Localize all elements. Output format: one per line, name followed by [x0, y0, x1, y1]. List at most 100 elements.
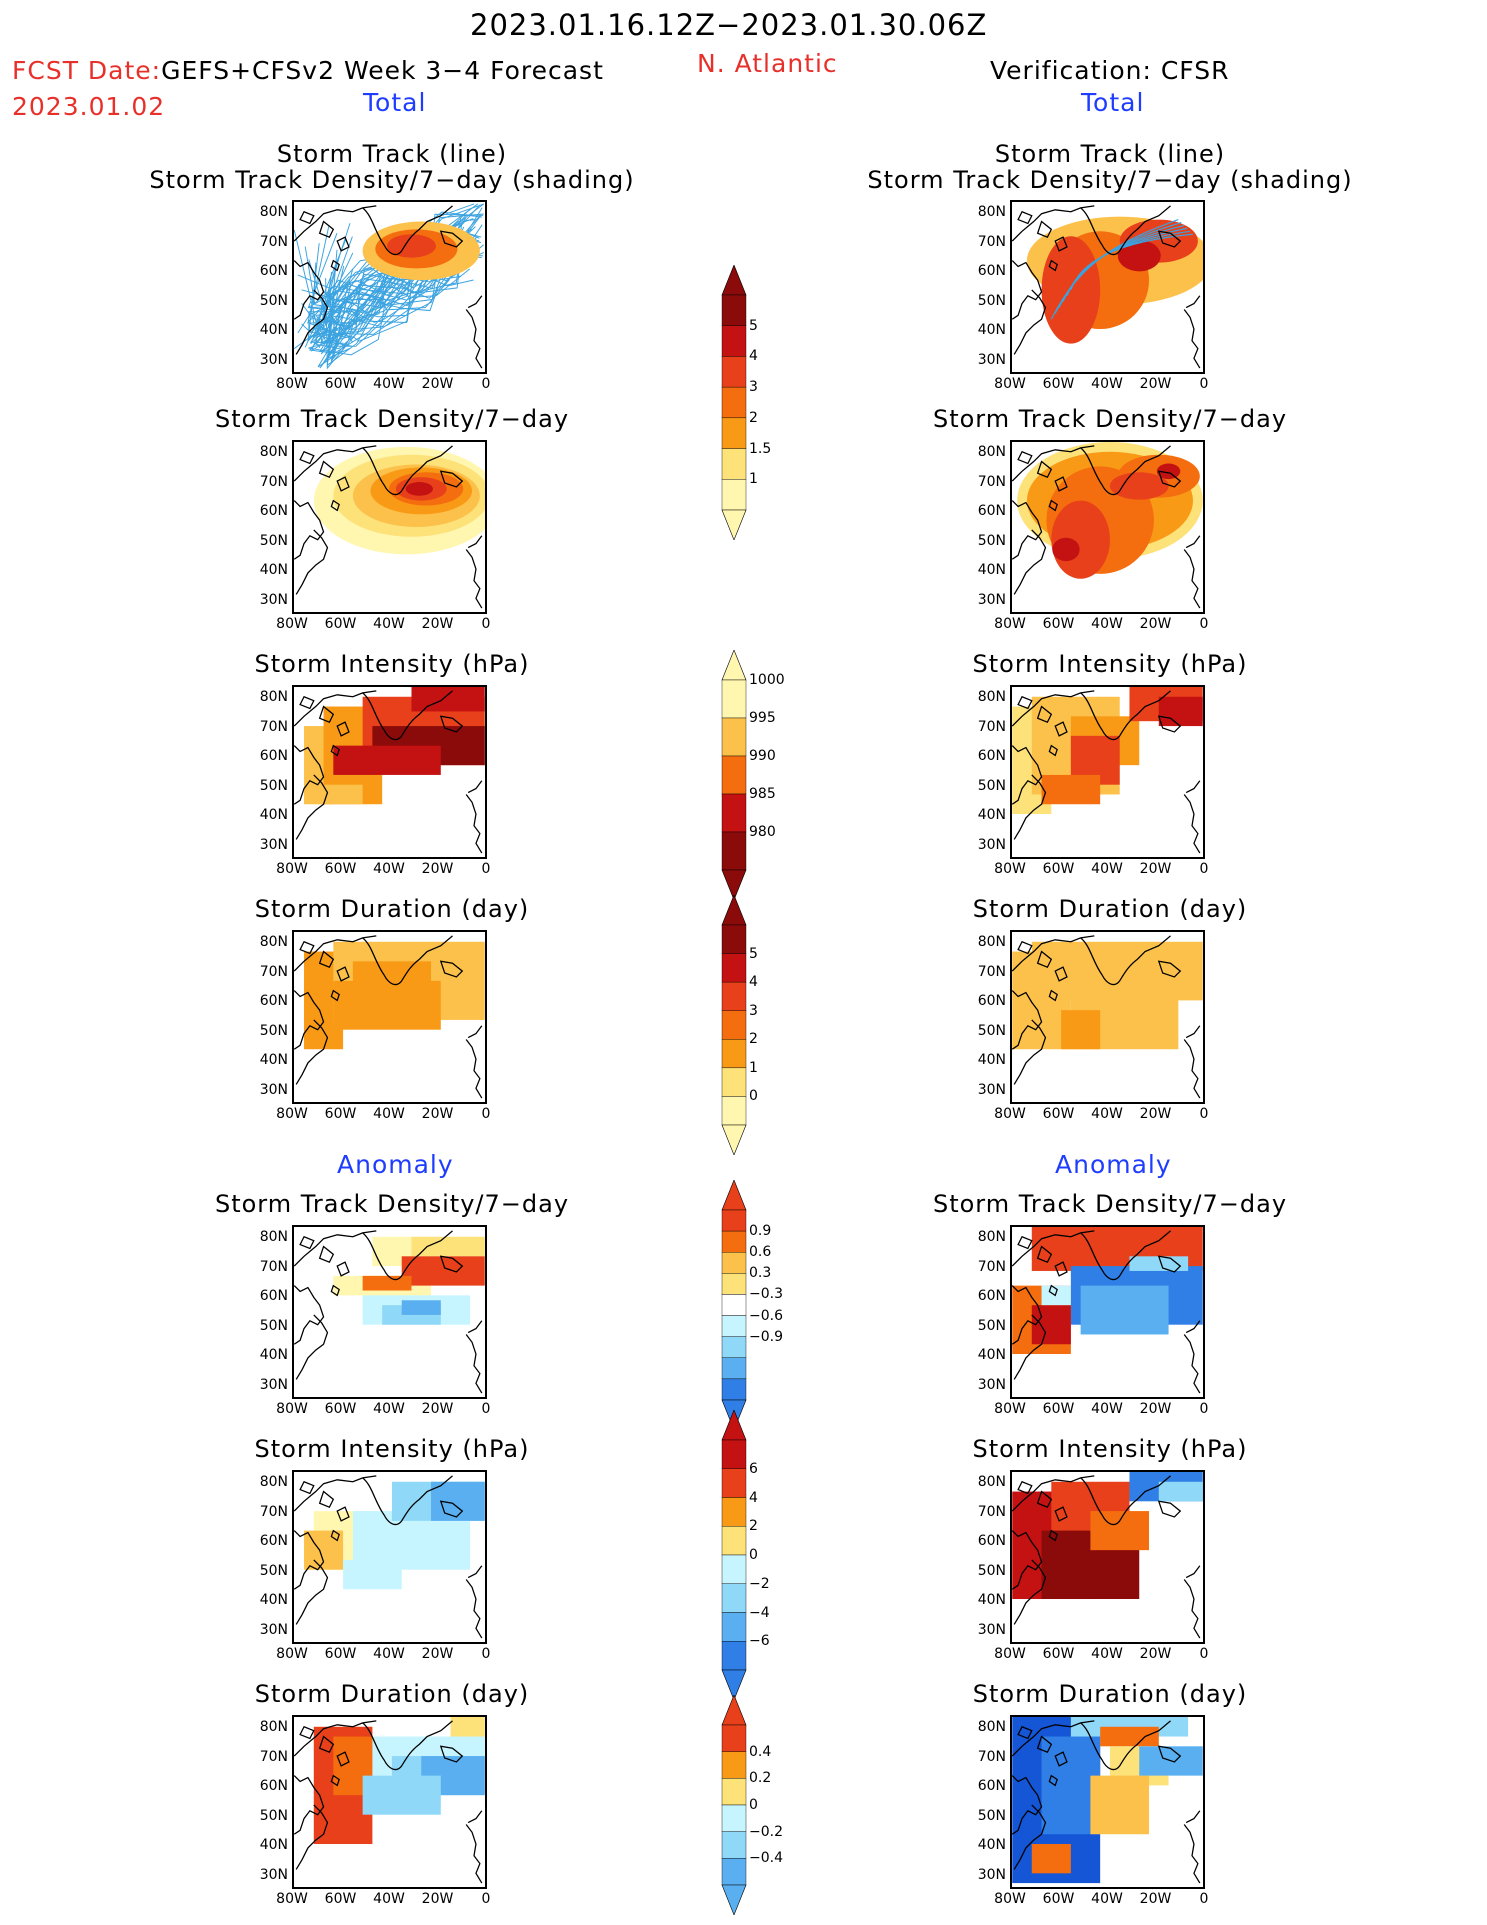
density-contour [405, 482, 433, 496]
coastline [1012, 1475, 1201, 1639]
lon-tick-label: 80W [994, 861, 1026, 877]
lon-tick-label: 60W [1042, 616, 1075, 632]
colorbar-density-total [720, 264, 750, 544]
lon-tick-label: 20W [421, 861, 454, 877]
lon-tick-label: 0 [1199, 861, 1209, 877]
density-contour [387, 234, 436, 258]
lat-tick-label: 50N [977, 532, 1006, 549]
shaded-cell [1041, 774, 1101, 805]
lat-tick-label: 70N [977, 1258, 1006, 1275]
lon-tick-label: 80W [994, 1646, 1026, 1662]
colorbar-intensity-anom [720, 1409, 750, 1704]
colorbar-swatch [721, 1751, 747, 1779]
map-panel [292, 1470, 487, 1644]
lat-tick-label: 60N [259, 993, 288, 1009]
lon-tick-label: 40W [373, 1106, 405, 1122]
map-panel [1010, 1715, 1205, 1889]
map-panel [1010, 930, 1205, 1104]
region-label: N. Atlantic [697, 49, 838, 78]
colorbar-density-anom [720, 1179, 750, 1434]
colorbar-label: 0 [749, 1088, 758, 1105]
colorbar-label: 4 [749, 348, 758, 365]
density-contour [1052, 537, 1080, 562]
lon-tick-label: 20W [1139, 616, 1172, 632]
lon-tick-label: 40W [1091, 1401, 1123, 1417]
colorbar-swatch [721, 1641, 747, 1671]
colorbar-swatch [721, 1724, 747, 1752]
lat-tick-label: 40N [977, 1837, 1006, 1853]
lat-tick-label: 80N [977, 1229, 1006, 1245]
colorbar-label: 1 [749, 471, 758, 488]
lon-tick-label: 0 [481, 616, 491, 632]
lon-tick-label: 40W [1091, 861, 1123, 877]
panel-title: Storm Duration (day) [254, 1680, 530, 1708]
lat-tick-label: 70N [977, 1503, 1006, 1520]
coastline [1012, 690, 1201, 854]
shaded-cell [352, 1511, 471, 1570]
lon-tick-label: 80W [994, 1106, 1026, 1122]
lon-tick-label: 60W [324, 1646, 357, 1662]
colorbar-swatch [721, 1378, 747, 1401]
colorbar-duration-total [720, 894, 750, 1159]
shaded-cell [1061, 1010, 1101, 1050]
lat-tick-label: 40N [259, 562, 288, 578]
lat-tick-label: 40N [259, 807, 288, 823]
lon-tick-label: 80W [994, 376, 1026, 392]
lat-tick-label: 80N [977, 1719, 1006, 1735]
shaded-cell [1129, 1256, 1189, 1271]
section-anomaly-left: Anomaly [337, 1150, 454, 1179]
colorbar-label: −4 [749, 1604, 770, 1621]
storm-track-line [301, 211, 483, 325]
lon-tick-label: 60W [1042, 1401, 1075, 1417]
lat-tick-label: 60N [977, 1288, 1006, 1304]
colorbar-swatch [721, 1583, 747, 1613]
colorbar-label: 0 [749, 1547, 758, 1563]
lon-tick-label: 20W [1139, 1891, 1172, 1907]
colorbar-label: −0.9 [749, 1328, 783, 1345]
colorbar-swatch [721, 1336, 747, 1358]
lon-tick-label: 80W [276, 1401, 308, 1417]
lat-tick-label: 50N [259, 1317, 288, 1334]
colorbar-swatch [721, 1526, 747, 1556]
density-contour [1041, 236, 1101, 344]
lon-tick-label: 20W [1139, 1401, 1172, 1417]
lat-tick-label: 70N [259, 473, 288, 490]
colorbar-label: −6 [749, 1633, 770, 1650]
colorbar-label: 4 [749, 974, 758, 991]
coastline [1012, 1720, 1201, 1884]
coastline [294, 205, 483, 369]
section-total-right: Total [1081, 88, 1145, 117]
lat-tick-label: 40N [977, 1347, 1006, 1363]
coastline [294, 1720, 483, 1884]
lat-tick-label: 40N [259, 1052, 288, 1068]
panel-title: Storm Track Density/7−day (shading) [149, 166, 635, 194]
lat-tick-label: 50N [977, 1022, 1006, 1039]
density-contour [1109, 472, 1169, 500]
lat-tick-label: 40N [977, 1052, 1006, 1068]
colorbar-swatch [721, 1554, 747, 1584]
colorbar-label: 0.6 [749, 1244, 772, 1261]
lon-tick-label: 20W [421, 376, 454, 392]
lat-tick-label: 40N [259, 1837, 288, 1853]
lon-tick-label: 40W [373, 861, 405, 877]
shaded-cell [1031, 1305, 1071, 1345]
shaded-cell [1158, 1481, 1203, 1502]
lon-tick-label: 40W [373, 616, 405, 632]
colorbar-swatch [721, 1439, 747, 1469]
colorbar-label: 2 [749, 1031, 758, 1048]
colorbar-swatch [721, 1804, 747, 1832]
lat-tick-label: 60N [977, 748, 1006, 764]
colorbar-swatch [721, 924, 747, 954]
lon-tick-label: 60W [1042, 1646, 1075, 1662]
lon-tick-label: 0 [481, 1891, 491, 1907]
lon-tick-label: 60W [324, 376, 357, 392]
lon-tick-label: 60W [324, 1891, 357, 1907]
lon-tick-label: 0 [1199, 1106, 1209, 1122]
map-panel [1010, 685, 1205, 859]
map-panel [292, 440, 487, 614]
shaded-cell [362, 1275, 412, 1291]
lon-tick-label: 80W [276, 616, 308, 632]
lat-tick-label: 80N [977, 1474, 1006, 1490]
colorbar-label: 1000 [749, 672, 785, 688]
panel-title: Storm Intensity (hPa) [254, 1435, 530, 1463]
